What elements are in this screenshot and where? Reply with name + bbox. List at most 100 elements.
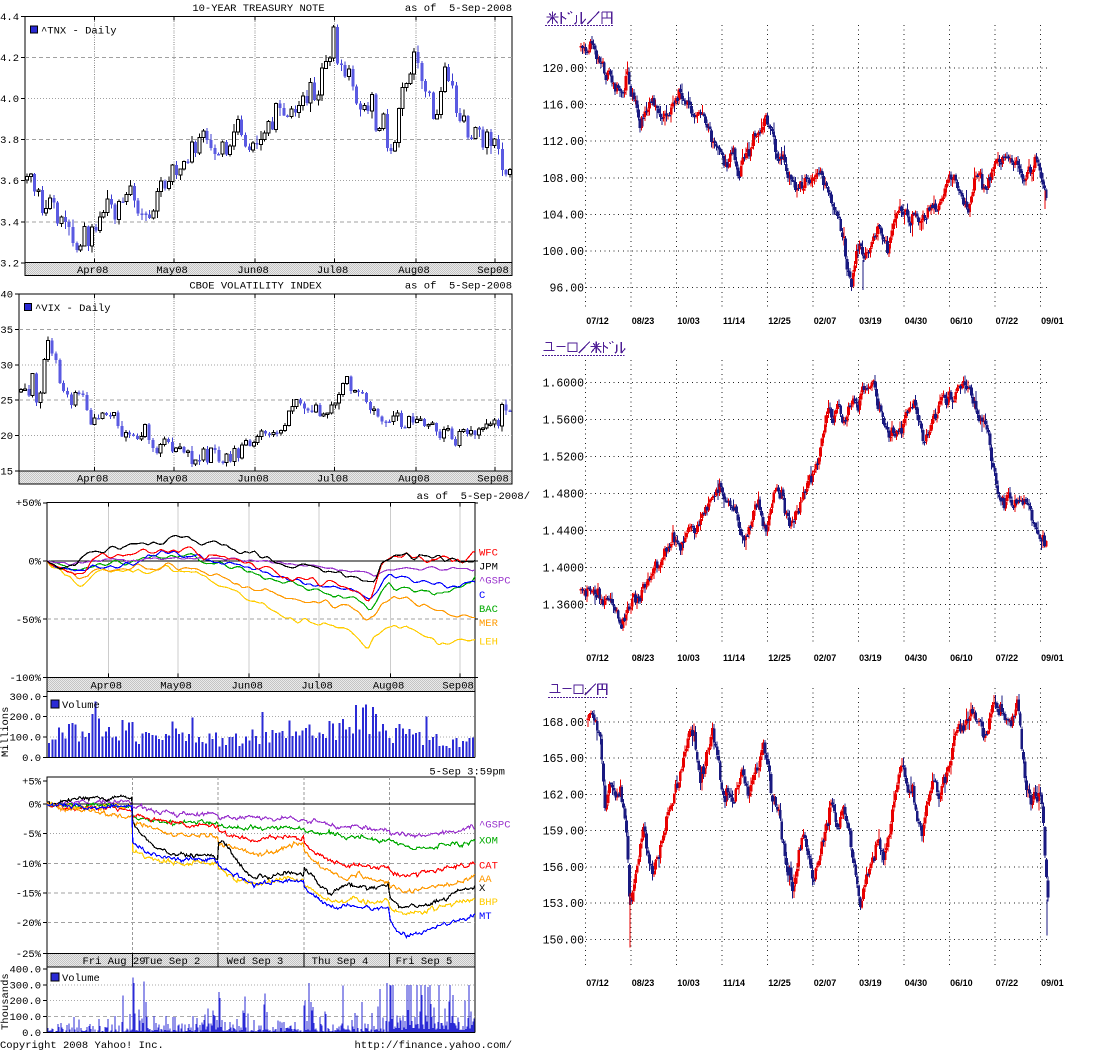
- svg-text:200.0: 200.0: [9, 712, 41, 724]
- svg-text:Tue Sep 2: Tue Sep 2: [144, 956, 201, 968]
- svg-text:1.4400: 1.4400: [543, 526, 585, 539]
- svg-text:168.00: 168.00: [543, 717, 585, 730]
- svg-text:12/25: 12/25: [768, 316, 791, 326]
- svg-text:as of 5-Sep-2008: as of 5-Sep-2008: [405, 3, 512, 15]
- svg-text:Thousands: Thousands: [0, 973, 12, 1030]
- svg-text:^GSPC: ^GSPC: [479, 576, 511, 588]
- svg-text:30: 30: [0, 360, 13, 372]
- svg-text:96.00: 96.00: [549, 283, 584, 296]
- svg-text:153.00: 153.00: [543, 898, 585, 911]
- svg-text:07/22: 07/22: [996, 653, 1019, 663]
- svg-text:0.0: 0.0: [22, 753, 41, 765]
- svg-text:03/19: 03/19: [859, 316, 882, 326]
- svg-text:Apr08: Apr08: [77, 265, 109, 277]
- svg-text:112.00: 112.00: [543, 136, 585, 149]
- svg-text:12/25: 12/25: [768, 653, 791, 663]
- svg-text:LEH: LEH: [479, 637, 498, 649]
- svg-text:11/14: 11/14: [723, 316, 745, 326]
- svg-text:May08: May08: [160, 681, 192, 693]
- svg-text:XOM: XOM: [479, 836, 498, 848]
- svg-text:165.00: 165.00: [543, 753, 585, 766]
- svg-text:-100%: -100%: [9, 673, 41, 685]
- svg-text:09/01: 09/01: [1041, 316, 1064, 326]
- svg-text:1.5200: 1.5200: [543, 452, 585, 465]
- svg-text:120.00: 120.00: [543, 63, 585, 76]
- svg-text:WFC: WFC: [479, 548, 498, 560]
- svg-text:4.0: 4.0: [0, 94, 19, 106]
- svg-text:100.0: 100.0: [9, 733, 41, 745]
- svg-text:4.2: 4.2: [0, 53, 19, 65]
- svg-text:150.00: 150.00: [543, 934, 585, 947]
- svg-text:-25%: -25%: [16, 949, 42, 961]
- svg-text:0.0: 0.0: [22, 1028, 41, 1040]
- svg-text:Volume: Volume: [62, 973, 100, 985]
- svg-text:08/23: 08/23: [632, 316, 655, 326]
- svg-text:May08: May08: [156, 474, 188, 486]
- svg-text:-15%: -15%: [16, 889, 42, 901]
- svg-text:Jun08: Jun08: [237, 265, 269, 277]
- svg-text:Sep08: Sep08: [477, 265, 509, 277]
- svg-text:Apr08: Apr08: [91, 681, 123, 693]
- svg-text:5-Sep 3:59pm: 5-Sep 3:59pm: [429, 767, 505, 779]
- svg-text:1.4000: 1.4000: [543, 563, 585, 576]
- svg-text:Jul08: Jul08: [301, 681, 333, 693]
- svg-text:MT: MT: [479, 911, 492, 923]
- svg-text:Fri Aug 29: Fri Aug 29: [82, 956, 145, 968]
- svg-text:Jul08: Jul08: [317, 265, 349, 277]
- svg-text:07/22: 07/22: [996, 978, 1019, 988]
- svg-text:Aug08: Aug08: [398, 474, 430, 486]
- svg-text:+50%: +50%: [16, 498, 42, 510]
- svg-text:Apr08: Apr08: [77, 474, 109, 486]
- svg-text:Sep08: Sep08: [477, 474, 509, 486]
- svg-text:1.4800: 1.4800: [543, 489, 585, 502]
- svg-text:Aug08: Aug08: [373, 681, 405, 693]
- svg-text:20: 20: [0, 431, 13, 443]
- svg-text:03/19: 03/19: [859, 653, 882, 663]
- svg-text:3.4: 3.4: [0, 217, 19, 229]
- svg-text:15: 15: [0, 467, 13, 479]
- svg-text:09/01: 09/01: [1041, 653, 1064, 663]
- svg-text:3.6: 3.6: [0, 176, 19, 188]
- svg-text:Fri Sep 5: Fri Sep 5: [396, 956, 453, 968]
- svg-text:06/10: 06/10: [950, 653, 973, 663]
- svg-text:40: 40: [0, 290, 13, 302]
- svg-text:200.0: 200.0: [9, 996, 41, 1008]
- svg-text:10/03: 10/03: [677, 653, 700, 663]
- svg-text:1.3600: 1.3600: [543, 600, 585, 613]
- svg-text:as of 5-Sep-2008/: as of 5-Sep-2008/: [417, 491, 530, 503]
- svg-text:CAT: CAT: [479, 861, 498, 873]
- svg-text:Volume: Volume: [62, 700, 100, 712]
- svg-text:1.5600: 1.5600: [543, 415, 585, 428]
- svg-text:02/07: 02/07: [814, 653, 837, 663]
- svg-text:JPM: JPM: [479, 562, 498, 574]
- svg-text:04/30: 04/30: [905, 316, 928, 326]
- svg-text:08/23: 08/23: [632, 653, 655, 663]
- svg-text:104.00: 104.00: [543, 209, 585, 222]
- svg-text:^VIX - Daily: ^VIX - Daily: [35, 303, 111, 315]
- svg-text:156.00: 156.00: [543, 862, 585, 875]
- svg-text:02/07: 02/07: [814, 316, 837, 326]
- svg-text:159.00: 159.00: [543, 826, 585, 839]
- svg-text:+5%: +5%: [22, 776, 42, 788]
- svg-text:04/30: 04/30: [905, 653, 928, 663]
- svg-text:108.00: 108.00: [543, 173, 585, 186]
- svg-text:10/03: 10/03: [677, 978, 700, 988]
- svg-text:162.00: 162.00: [543, 789, 585, 802]
- svg-text:Jun08: Jun08: [231, 681, 263, 693]
- svg-text:100.00: 100.00: [543, 246, 585, 259]
- svg-text:12/25: 12/25: [768, 978, 791, 988]
- svg-text:BHP: BHP: [479, 897, 498, 909]
- svg-text:C: C: [479, 590, 485, 602]
- svg-text:MER: MER: [479, 618, 499, 630]
- svg-text:116.00: 116.00: [543, 100, 585, 113]
- svg-text:07/12: 07/12: [586, 316, 609, 326]
- svg-text:10-YEAR TREASURY NOTE: 10-YEAR TREASURY NOTE: [192, 3, 324, 15]
- svg-text:04/30: 04/30: [905, 978, 928, 988]
- svg-text:AA: AA: [479, 874, 492, 886]
- svg-text:3.8: 3.8: [0, 135, 19, 147]
- svg-text:10/03: 10/03: [677, 316, 700, 326]
- svg-text:08/23: 08/23: [632, 978, 655, 988]
- svg-text:BAC: BAC: [479, 604, 498, 616]
- svg-text:11/14: 11/14: [723, 653, 745, 663]
- svg-text:CBOE VOLATILITY INDEX: CBOE VOLATILITY INDEX: [189, 281, 322, 293]
